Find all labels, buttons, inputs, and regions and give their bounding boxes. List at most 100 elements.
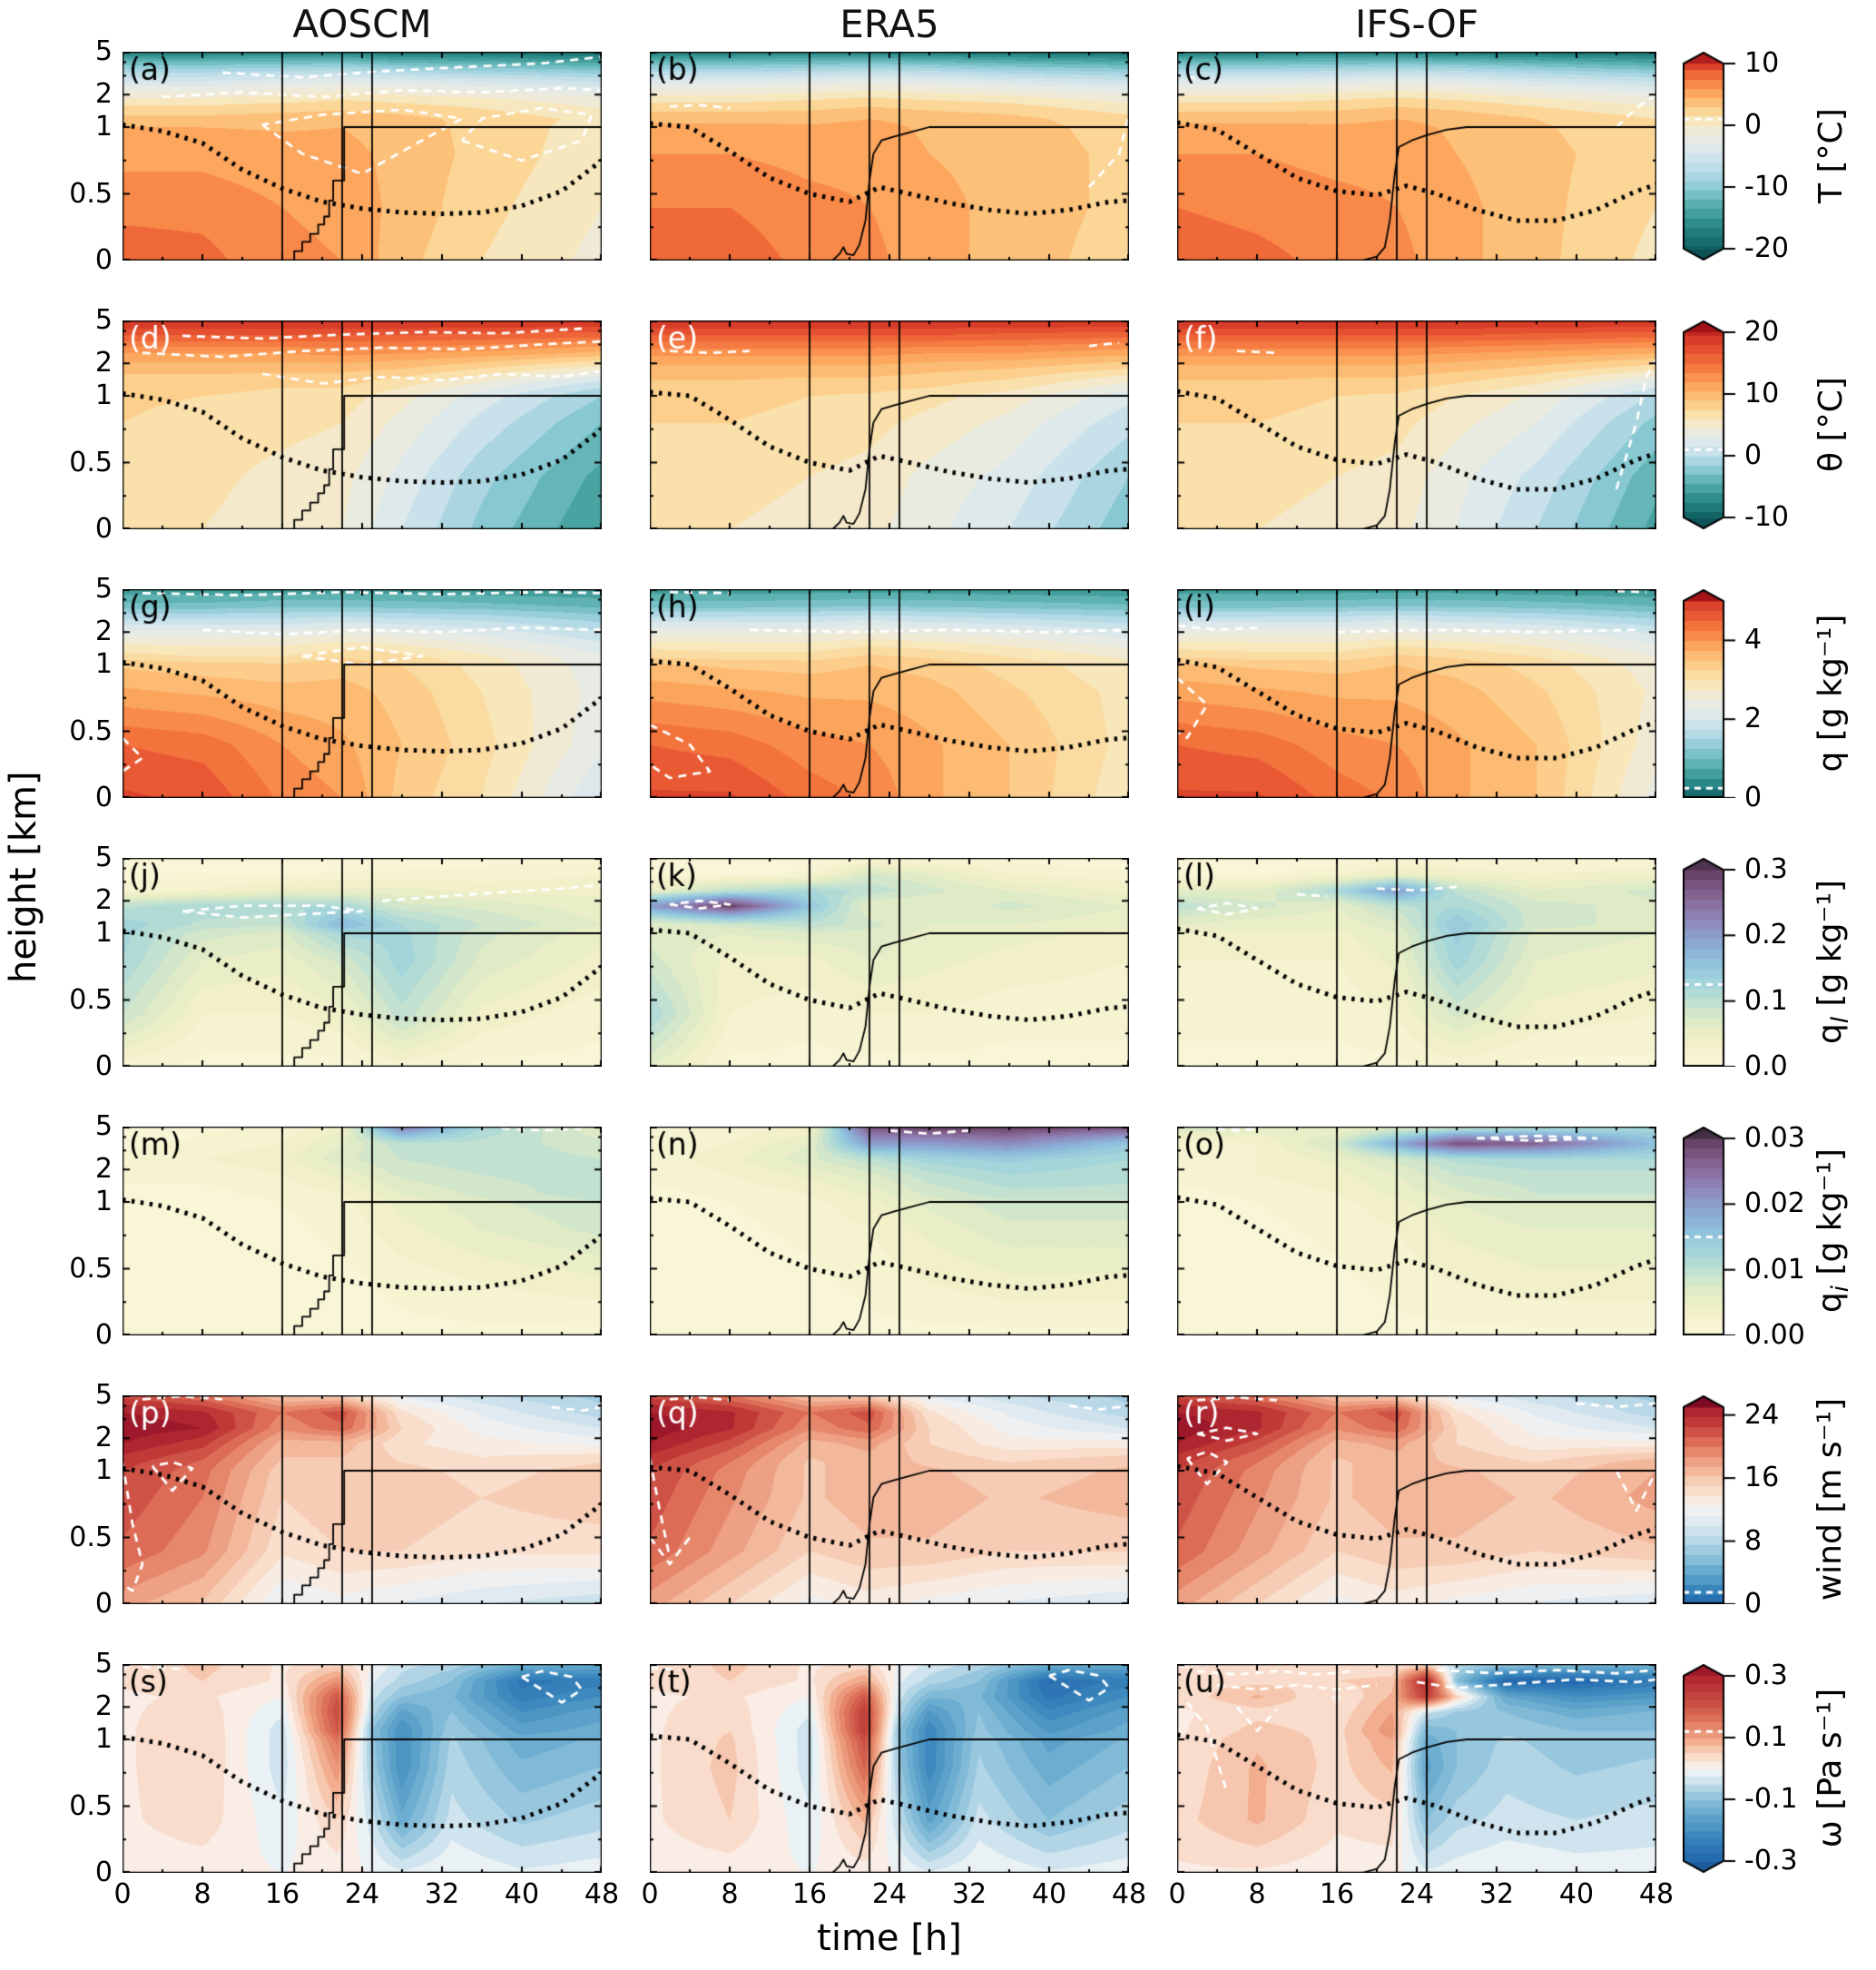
y-tick-label: 2 [94, 78, 113, 111]
colorbar-tick-label: 24 [1744, 1398, 1780, 1431]
panel-b [650, 52, 1129, 261]
panel-l [1177, 858, 1656, 1067]
x-tick-label: 48 [584, 1878, 620, 1910]
y-tick-label: 0.5 [69, 446, 113, 478]
panel-s [123, 1664, 602, 1873]
colorbar-wind [1683, 1395, 1737, 1604]
panel-p [123, 1395, 602, 1604]
y-tick-label: 0 [94, 1588, 113, 1620]
y-tick-label: 0.5 [69, 1789, 113, 1822]
panel-j [123, 858, 602, 1067]
colorbar-tick-label: 0.1 [1744, 1721, 1788, 1753]
colorbar-theta [1683, 320, 1737, 529]
panel-g [123, 589, 602, 798]
x-tick-label: 0 [641, 1878, 659, 1910]
panel-q [650, 1395, 1129, 1604]
colorbar-tick-label: 0.00 [1744, 1319, 1805, 1351]
y-tick-label: 0.5 [69, 1521, 113, 1553]
y-tick-label: 0 [94, 1857, 113, 1888]
column-title-ifsof: IFS-OF [1354, 2, 1478, 46]
panel-o [1177, 1127, 1656, 1335]
y-tick-label: 1 [94, 111, 113, 143]
colorbar-tick-label: 0 [1744, 782, 1763, 813]
panel-h [650, 589, 1129, 798]
y-tick-label: 0 [94, 244, 113, 276]
colorbar-tick-label: 4 [1744, 624, 1763, 656]
colorbar-qi [1683, 1127, 1737, 1335]
colorbar-tick-label: 10 [1744, 47, 1780, 79]
colorbar-tick-label: -10 [1744, 501, 1789, 533]
x-tick-label: 32 [951, 1878, 987, 1910]
panel-u [1177, 1664, 1656, 1873]
colorbar-tick-label: 2 [1744, 703, 1763, 735]
y-tick-label: 1 [94, 1186, 113, 1217]
y-tick-label: 5 [94, 1648, 113, 1679]
x-tick-label: 48 [1111, 1878, 1147, 1910]
colorbar-tick-label: -10 [1744, 171, 1789, 202]
panel-i [1177, 589, 1656, 798]
y-tick-label: 2 [94, 884, 113, 917]
y-tick-label: 0.5 [69, 1252, 113, 1285]
colorbar-tick-label: 0.02 [1744, 1187, 1805, 1220]
x-tick-label: 48 [1638, 1878, 1675, 1910]
colorbar-tick-label: 0 [1744, 1588, 1763, 1620]
panel-t [650, 1664, 1129, 1873]
panel-e [650, 320, 1129, 529]
x-tick-label: 40 [504, 1878, 540, 1910]
colorbar-label-qi: qi [g kg⁻¹] [1812, 1148, 1855, 1314]
colorbar-tick-label: 0.0 [1744, 1050, 1788, 1082]
x-tick-label: 32 [1478, 1878, 1515, 1910]
x-tick-label: 8 [193, 1878, 211, 1910]
x-tick-label: 0 [113, 1878, 132, 1910]
y-tick-label: 5 [94, 573, 113, 605]
panel-d [123, 320, 602, 529]
y-tick-label: 1 [94, 917, 113, 949]
y-tick-label: 2 [94, 616, 113, 648]
x-tick-label: 8 [721, 1878, 739, 1910]
panel-n [650, 1127, 1129, 1335]
colorbar-omega [1683, 1664, 1737, 1873]
y-tick-label: 0.5 [69, 983, 113, 1016]
colorbar-label-T: T [°C] [1812, 108, 1850, 204]
y-tick-label: 5 [94, 1379, 113, 1411]
colorbar-tick-label: 0.3 [1744, 1660, 1788, 1691]
colorbar-T [1683, 52, 1737, 261]
x-tick-label: 16 [791, 1878, 828, 1910]
x-tick-label: 16 [264, 1878, 300, 1910]
colorbar-tick-label: 16 [1744, 1462, 1780, 1494]
colorbar-tick-label: -0.3 [1744, 1845, 1798, 1876]
colorbar-tick-label: 0.3 [1744, 853, 1788, 885]
colorbar-tick-label: 0.03 [1744, 1122, 1805, 1154]
x-tick-label: 16 [1319, 1878, 1355, 1910]
x-tick-label: 24 [344, 1878, 380, 1910]
colorbar-tick-label: -20 [1744, 232, 1789, 264]
column-title-era5: ERA5 [840, 2, 939, 46]
y-tick-label: 1 [94, 1454, 113, 1486]
y-tick-label: 5 [94, 1110, 113, 1142]
y-axis-label: height [km] [3, 771, 44, 983]
x-tick-label: 32 [424, 1878, 460, 1910]
y-tick-label: 1 [94, 379, 113, 411]
colorbar-label-omega: ω [Pa s⁻¹] [1812, 1689, 1850, 1848]
y-tick-label: 2 [94, 1690, 113, 1723]
y-tick-label: 2 [94, 347, 113, 379]
colorbar-q [1683, 589, 1737, 798]
panel-k [650, 858, 1129, 1067]
y-tick-label: 0 [94, 782, 113, 813]
y-tick-label: 5 [94, 35, 113, 67]
colorbar-tick-label: 0 [1744, 439, 1763, 471]
panel-m [123, 1127, 602, 1335]
colorbar-ql [1683, 858, 1737, 1067]
colorbar-tick-label: 20 [1744, 316, 1780, 348]
x-tick-label: 24 [1399, 1878, 1435, 1910]
y-tick-label: 0 [94, 1050, 113, 1082]
x-tick-label: 8 [1248, 1878, 1266, 1910]
colorbar-label-theta: θ [°C] [1812, 377, 1850, 473]
colorbar-tick-label: 0.01 [1744, 1253, 1805, 1285]
x-tick-label: 40 [1031, 1878, 1067, 1910]
colorbar-tick-label: 0.2 [1744, 919, 1788, 951]
panel-f [1177, 320, 1656, 529]
x-tick-label: 24 [871, 1878, 908, 1910]
x-axis-label: time [h] [817, 1917, 962, 1959]
y-tick-label: 2 [94, 1153, 113, 1186]
